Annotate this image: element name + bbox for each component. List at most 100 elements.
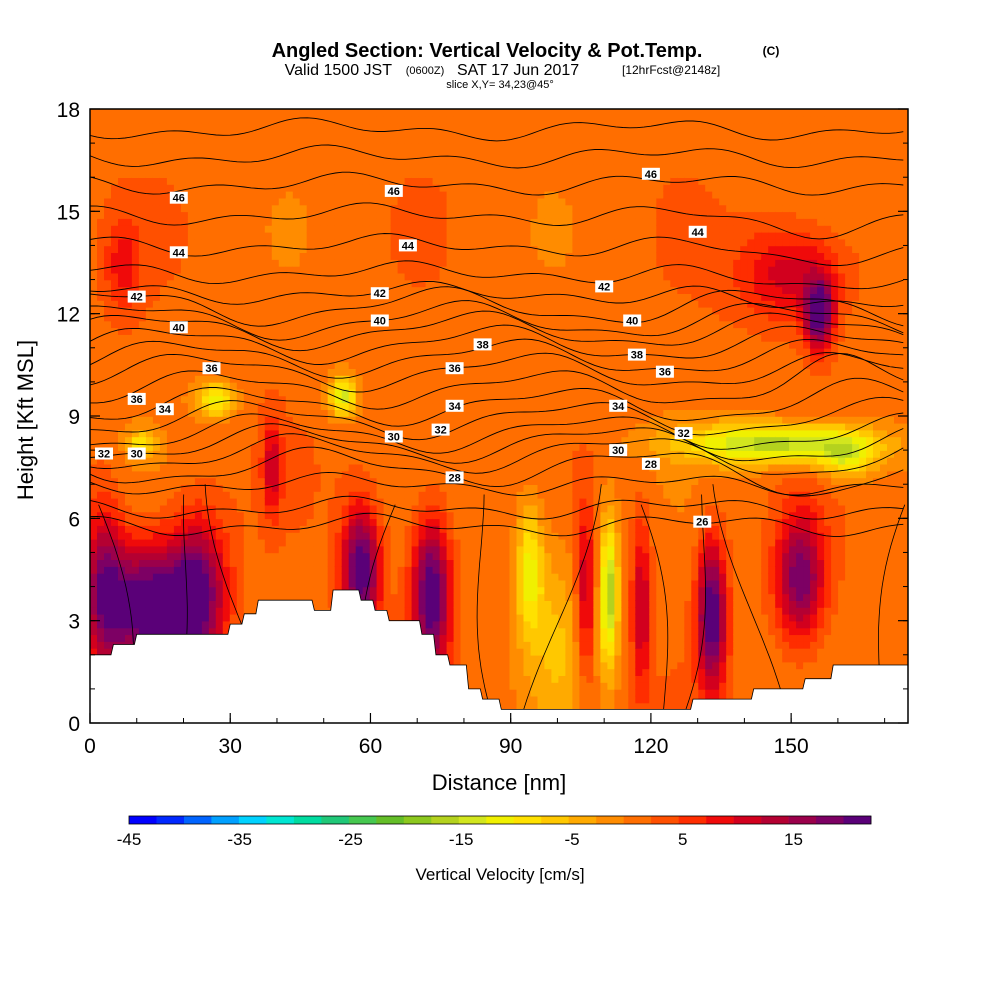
heat-cell: [432, 122, 441, 131]
heat-cell: [369, 532, 378, 540]
heat-cell: [334, 402, 343, 410]
heat-cell: [474, 600, 483, 608]
heat-cell: [404, 327, 413, 335]
heat-cell: [383, 586, 392, 595]
heat-cell: [376, 579, 385, 588]
heat-cell: [460, 252, 469, 260]
heat-cell: [90, 115, 98, 124]
heat-cell: [313, 190, 322, 199]
heat-cell: [369, 429, 378, 438]
heat-cell: [152, 293, 161, 301]
heat-cell: [390, 416, 399, 424]
heat-cell: [425, 572, 434, 581]
heat-cell: [166, 238, 175, 247]
heat-cell: [97, 600, 105, 608]
heat-cell: [404, 306, 413, 315]
heat-cell: [222, 279, 231, 288]
heat-cell: [145, 422, 154, 431]
heat-cell: [201, 327, 210, 335]
heat-cell: [299, 422, 308, 431]
heat-cell: [250, 149, 259, 158]
heat-cell: [460, 156, 469, 165]
heat-cell: [341, 265, 350, 274]
heat-cell: [236, 190, 245, 199]
heat-cell: [383, 518, 392, 526]
heat-cell: [271, 395, 280, 404]
heat-cell: [271, 184, 280, 192]
heat-cell: [138, 259, 147, 267]
heat-cell: [229, 613, 238, 622]
heat-cell: [201, 279, 210, 288]
heat-cell: [278, 334, 287, 342]
heat-cell: [229, 334, 238, 342]
heat-cell: [432, 115, 441, 124]
heat-cell: [425, 552, 434, 560]
heat-cell: [348, 334, 357, 342]
heat-cell: [229, 341, 238, 349]
heat-cell: [243, 218, 252, 226]
heat-cell: [306, 361, 315, 369]
heat-cell: [250, 491, 259, 499]
heat-cell: [131, 463, 140, 472]
heat-cell: [292, 593, 301, 601]
heat-cell: [404, 484, 413, 492]
heat-cell: [418, 395, 427, 404]
heat-cell: [90, 422, 98, 431]
heat-cell: [229, 395, 238, 404]
heat-cell: [432, 238, 441, 247]
heat-cell: [460, 532, 469, 540]
heat-cell: [118, 300, 126, 308]
heat-cell: [460, 416, 469, 424]
heat-cell: [215, 497, 224, 506]
heat-cell: [453, 463, 462, 472]
heat-cell: [432, 300, 441, 308]
heat-cell: [118, 470, 126, 479]
heat-cell: [118, 313, 126, 322]
heat-cell: [201, 163, 210, 172]
heat-cell: [306, 456, 315, 465]
heat-cell: [313, 197, 322, 206]
heat-cell: [390, 163, 399, 172]
heat-cell: [355, 341, 364, 349]
heat-cell: [355, 504, 364, 513]
heat-cell: [355, 470, 364, 479]
heat-cell: [243, 463, 252, 472]
heat-cell: [125, 443, 133, 451]
heat-cell: [390, 381, 399, 390]
heat-cell: [376, 532, 385, 540]
heat-cell: [208, 463, 217, 472]
heat-cell: [334, 497, 343, 506]
heat-cell: [145, 491, 154, 499]
heat-cell: [264, 538, 273, 547]
heat-cell: [460, 566, 469, 574]
heat-cell: [90, 354, 98, 363]
heat-cell: [111, 143, 119, 151]
heat-cell: [397, 129, 406, 138]
heat-cell: [369, 279, 378, 288]
heat-cell: [299, 327, 308, 335]
heat-cell: [285, 163, 294, 172]
heat-cell: [362, 416, 371, 424]
heat-cell: [271, 552, 280, 560]
heat-cell: [341, 163, 350, 172]
heat-cell: [138, 552, 147, 560]
heat-cell: [201, 518, 210, 526]
heat-cell: [243, 511, 252, 520]
heat-cell: [278, 381, 287, 390]
heat-cell: [229, 361, 238, 369]
heat-cell: [138, 566, 147, 574]
heat-cell: [299, 313, 308, 322]
heat-cell: [118, 122, 126, 131]
heat-cell: [152, 109, 161, 117]
heat-cell: [411, 559, 420, 567]
heat-cell: [125, 470, 133, 479]
heat-cell: [418, 149, 427, 158]
heat-cell: [432, 416, 441, 424]
heat-cell: [159, 231, 168, 240]
heat-cell: [474, 470, 483, 479]
heat-cell: [474, 491, 483, 499]
heat-cell: [278, 504, 287, 513]
heat-cell: [418, 504, 427, 513]
heat-cell: [145, 436, 154, 445]
heat-cell: [138, 354, 147, 363]
